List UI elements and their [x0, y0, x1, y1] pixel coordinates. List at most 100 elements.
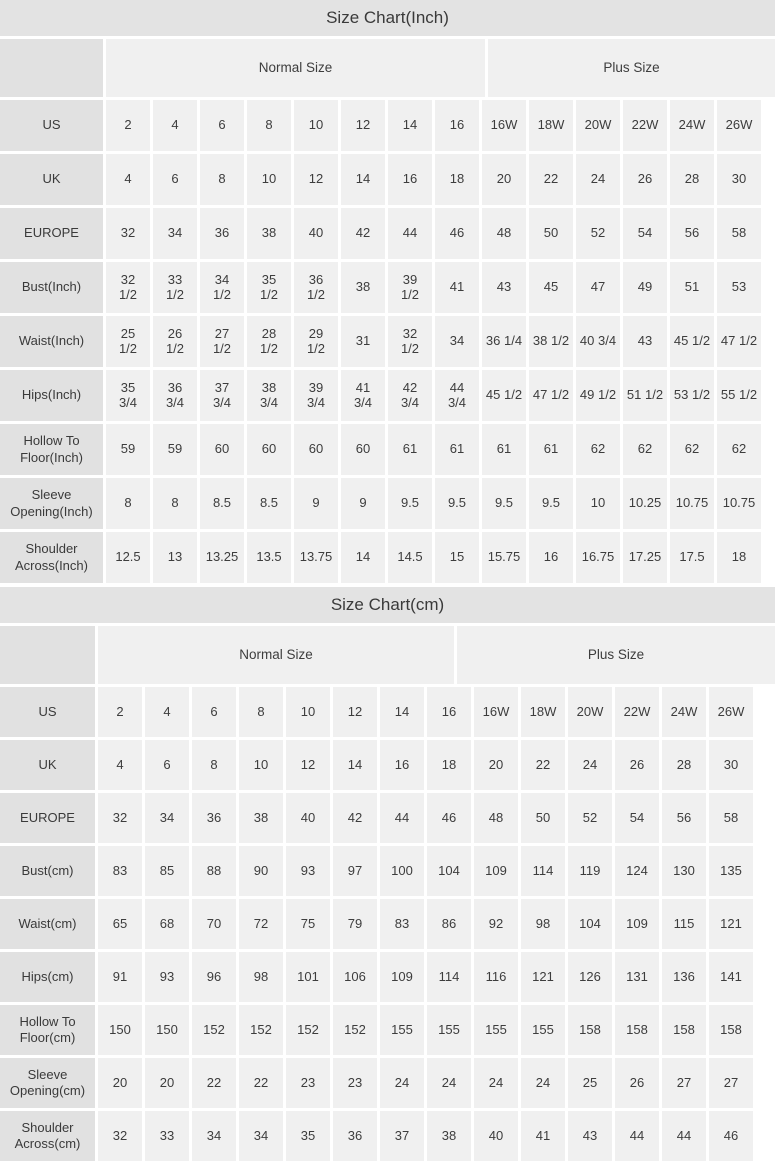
- table-cell: 150: [145, 1005, 189, 1055]
- table-cell: 44 3/4: [435, 370, 479, 421]
- table-cell: 56: [662, 793, 706, 843]
- table-row: Waist(Inch) 25 1/2 26 1/2 27 1/2 28 1/2 29 1/2 31 32…: [0, 316, 775, 367]
- table-cell: 32 1/2: [388, 316, 432, 367]
- table-cell: 47: [576, 262, 620, 313]
- table-cell: 56: [670, 208, 714, 259]
- table-cell: 24: [568, 740, 612, 790]
- table-cell: 44: [615, 1111, 659, 1161]
- table-row: Hips(cm) 91 93 96 98 101 106 109 114 116 121 126 131…: [0, 952, 775, 1002]
- table-cell: 91: [98, 952, 142, 1002]
- table-cell: 24: [427, 1058, 471, 1108]
- table-cell: 9: [341, 478, 385, 529]
- table-cell: 85: [145, 846, 189, 896]
- row-label: EUROPE: [0, 208, 103, 259]
- table-row: Bust(Inch) 32 1/2 33 1/2 34 1/2 35 1/2 36 1/2 38 39 1…: [0, 262, 775, 313]
- table-cell: 18: [435, 154, 479, 205]
- table-cell: 37 3/4: [200, 370, 244, 421]
- table-cell: 131: [615, 952, 659, 1002]
- table-cell: 32: [106, 208, 150, 259]
- table-cell: 4: [145, 687, 189, 737]
- table-cell: 62: [576, 424, 620, 475]
- table-cell: 42: [333, 793, 377, 843]
- table-cell: 6: [153, 154, 197, 205]
- table-cell: 42 3/4: [388, 370, 432, 421]
- table-cell: 24W: [670, 100, 714, 151]
- row-label: EUROPE: [0, 793, 95, 843]
- table-cell: 44: [388, 208, 432, 259]
- table-cell: 58: [709, 793, 753, 843]
- table-cell: 33 1/2: [153, 262, 197, 313]
- table-cell: 106: [333, 952, 377, 1002]
- table-cell: 14: [341, 154, 385, 205]
- table-cell: 26: [615, 740, 659, 790]
- table-cell: 10: [294, 100, 338, 151]
- table-cell: 104: [568, 899, 612, 949]
- table-cell: 50: [521, 793, 565, 843]
- table-cell: 62: [623, 424, 667, 475]
- table-cell: 155: [380, 1005, 424, 1055]
- table-cell: 62: [670, 424, 714, 475]
- table-cell: 24: [576, 154, 620, 205]
- table-cell: 48: [474, 793, 518, 843]
- row-label: US: [0, 100, 103, 151]
- table-cell: 4: [98, 740, 142, 790]
- table-cell: 40: [474, 1111, 518, 1161]
- table-cell: 9: [294, 478, 338, 529]
- table-cell: 43: [623, 316, 667, 367]
- table-cell: 40 3/4: [576, 316, 620, 367]
- table-cell: 47 1/2: [529, 370, 573, 421]
- table-cell: 33: [145, 1111, 189, 1161]
- table-cell: 38 1/2: [529, 316, 573, 367]
- table-cell: 46: [435, 208, 479, 259]
- table-cell: 116: [474, 952, 518, 1002]
- page-title-inch: Size Chart(Inch): [0, 0, 775, 36]
- table-row: Shoulder Across(Inch) 12.5 13 13.25 13.5 13.7…: [0, 532, 775, 583]
- table-cell: 20: [145, 1058, 189, 1108]
- table-cell: 26W: [709, 687, 753, 737]
- group-header-row-inch: Normal Size Plus Size: [0, 39, 775, 97]
- table-cell: 54: [623, 208, 667, 259]
- table-cell: 54: [615, 793, 659, 843]
- table-cell: 96: [192, 952, 236, 1002]
- table-cell: 47 1/2: [717, 316, 761, 367]
- table-cell: 72: [239, 899, 283, 949]
- table-cell: 16: [435, 100, 479, 151]
- table-cell: 68: [145, 899, 189, 949]
- table-cell: 27: [662, 1058, 706, 1108]
- table-cell: 155: [474, 1005, 518, 1055]
- table-cell: 155: [427, 1005, 471, 1055]
- table-cell: 39 1/2: [388, 262, 432, 313]
- table-cell: 12.5: [106, 532, 150, 583]
- table-cell: 36: [333, 1111, 377, 1161]
- table-cell: 98: [239, 952, 283, 1002]
- group-header-plus-size-cm: Plus Size: [457, 626, 775, 684]
- table-row: UK 4 6 8 10 12 14 16 18 20 22 24 26 28 30: [0, 154, 775, 205]
- table-cell: 158: [615, 1005, 659, 1055]
- table-cell: 23: [286, 1058, 330, 1108]
- table-cell: 26: [623, 154, 667, 205]
- table-row: US 2 4 6 8 10 12 14 16 16W 18W 20W 22W 24W 26W: [0, 687, 775, 737]
- table-cell: 18W: [521, 687, 565, 737]
- table-cell: 109: [474, 846, 518, 896]
- table-cell: 10.25: [623, 478, 667, 529]
- table-cell: 25 1/2: [106, 316, 150, 367]
- table-cell: 34: [239, 1111, 283, 1161]
- row-label: Hollow To Floor(cm): [0, 1005, 95, 1055]
- table-cell: 2: [106, 100, 150, 151]
- table-row: Shoulder Across(cm) 32 33 34 34 35 36 37 38 40 41 4…: [0, 1111, 775, 1161]
- table-cell: 34: [145, 793, 189, 843]
- table-cell: 22W: [615, 687, 659, 737]
- table-cell: 22: [239, 1058, 283, 1108]
- table-cell: 9.5: [388, 478, 432, 529]
- table-cell: 152: [286, 1005, 330, 1055]
- table-cell: 49: [623, 262, 667, 313]
- table-cell: 135: [709, 846, 753, 896]
- table-cell: 14: [380, 687, 424, 737]
- table-cell: 16: [529, 532, 573, 583]
- section-divider: [0, 583, 775, 587]
- table-row: Hollow To Floor(Inch) 59 59 60 60 60 60 61 61 61 6…: [0, 424, 775, 475]
- table-cell: 20: [98, 1058, 142, 1108]
- table-cell: 10: [576, 478, 620, 529]
- table-cell: 60: [341, 424, 385, 475]
- table-body-cm: US 2 4 6 8 10 12 14 16 16W 18W 20W 22W 24W 26W UK 4 6 8 10 1…: [0, 687, 775, 1161]
